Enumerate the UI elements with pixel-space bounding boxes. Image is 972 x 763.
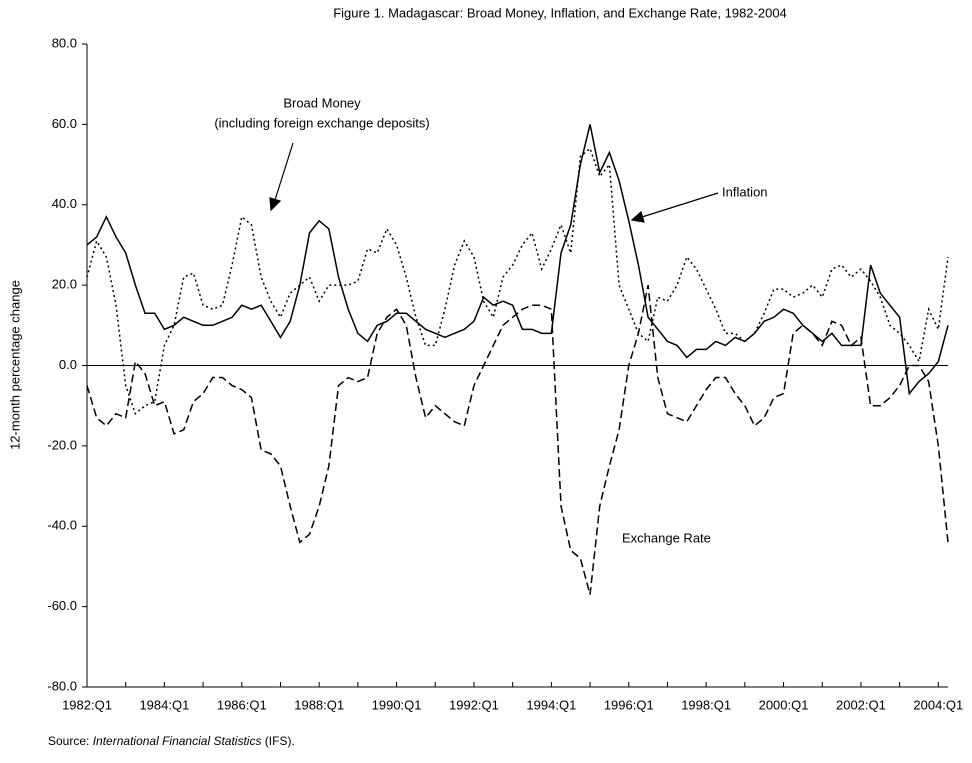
arrow-head — [269, 197, 282, 212]
source-note: Source: International Financial Statisti… — [48, 734, 295, 748]
y-tick-label: 60.0 — [52, 116, 77, 131]
arrow — [641, 192, 719, 218]
y-tick-label: 40.0 — [52, 196, 77, 211]
x-tick-label: 1984:Q1 — [139, 697, 189, 712]
annotation: Exchange Rate — [622, 530, 711, 545]
source-italic: International Financial Statistics — [93, 734, 262, 748]
y-tick-label: 80.0 — [52, 35, 77, 50]
line-series — [86, 124, 949, 396]
y-tick-label: -80.0 — [47, 678, 77, 693]
x-tick-label: 1996:Q1 — [604, 697, 654, 712]
y-tick-label: -60.0 — [47, 598, 77, 613]
chart-title: Figure 1. Madagascar: Broad Money, Infla… — [333, 5, 787, 20]
x-tick-label: 2004:Q1 — [913, 697, 963, 712]
x-tick-label: 1988:Q1 — [294, 697, 344, 712]
x-tick-label: 1998:Q1 — [681, 697, 731, 712]
arrows — [269, 142, 719, 223]
arrow-head — [630, 210, 645, 223]
x-tick-label: 1982:Q1 — [62, 697, 112, 712]
line-series — [86, 147, 949, 416]
source-prefix: Source: — [48, 734, 89, 748]
source-suffix: (IFS). — [265, 734, 295, 748]
x-tick-label: 1986:Q1 — [217, 697, 267, 712]
x-tick-label: 2000:Q1 — [759, 697, 809, 712]
y-tick-label: -20.0 — [47, 437, 77, 452]
y-tick-label: 20.0 — [52, 277, 77, 292]
annotation: Broad Money — [283, 95, 361, 110]
y-tick-label: -40.0 — [47, 518, 77, 533]
annotation: (including foreign exchange deposits) — [214, 115, 429, 130]
line-series — [86, 284, 949, 595]
x-tick-label: 1994:Q1 — [526, 697, 576, 712]
arrow — [274, 142, 294, 201]
y-tick-label: 0.0 — [59, 357, 77, 372]
x-tick-label: 1990:Q1 — [372, 697, 422, 712]
y-axis-label: 12-month percentage change — [7, 280, 22, 450]
annotation: Inflation — [722, 184, 768, 199]
x-tick-label: 1992:Q1 — [449, 697, 499, 712]
x-tick-label: 2002:Q1 — [836, 697, 886, 712]
